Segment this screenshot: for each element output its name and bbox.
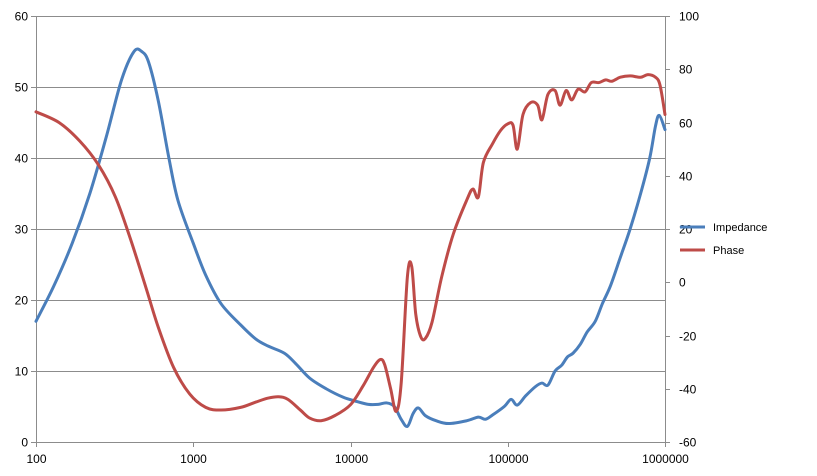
series-lines [34,47,667,428]
y-tick-label-40: 40 [15,152,29,166]
legend-label-impedance: Impedance [713,222,767,234]
y2-tick-label-60: 60 [679,117,693,131]
y2-tick-label--20: -20 [679,330,697,344]
y2-tick-label-20: 20 [679,223,693,237]
x-tick-label-100: 100 [26,452,46,466]
y-tick-label-50: 50 [15,81,29,95]
x-tick-label-1000: 1000 [180,452,207,466]
legend-label-phase: Phase [713,245,744,257]
y2-tick-label-40: 40 [679,170,693,184]
y-tick-label-20: 20 [15,294,29,308]
axes [31,16,670,447]
y2-tick-label--60: -60 [679,436,697,450]
y-tick-label-10: 10 [15,365,29,379]
y-tick-label-30: 30 [15,223,29,237]
series-line-impedance [34,47,667,428]
x-tick-label-100000: 100000 [488,452,528,466]
y2-tick-label--40: -40 [679,383,697,397]
y2-tick-label-100: 100 [679,10,699,24]
x-tick-label-10000: 10000 [335,452,369,466]
legend: Impedance Phase [680,222,767,257]
series-line-phase [34,73,667,423]
y2-tick-label-80: 80 [679,63,693,77]
tick-labels: 0 10 20 30 40 50 60 -60 -40 -20 0 20 40 60 80 100 100 100… [15,10,700,467]
gridlines [36,16,665,372]
y-tick-label-60: 60 [15,10,29,24]
y-tick-label-0: 0 [21,436,28,450]
y2-tick-label-0: 0 [679,276,686,290]
x-tick-label-1000000: 1000000 [642,452,689,466]
